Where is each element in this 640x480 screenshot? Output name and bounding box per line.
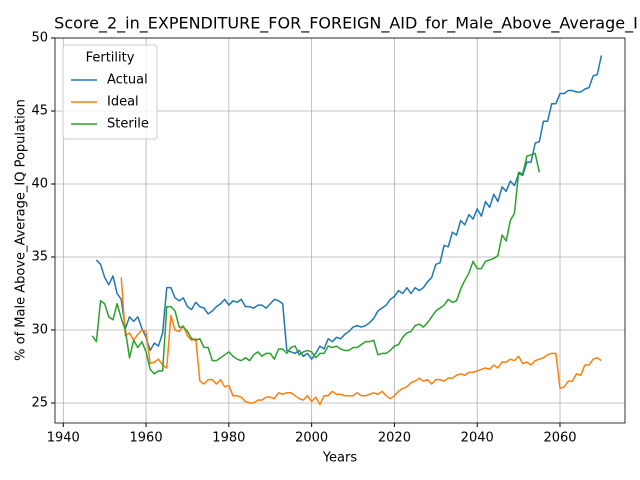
y-tick-label: 30: [31, 322, 48, 337]
x-tick-label: 2040: [461, 431, 494, 446]
legend-label: Actual: [107, 73, 148, 88]
series-line: [91, 152, 541, 375]
x-tick-label: 1960: [130, 431, 163, 446]
x-axis-label: Years: [322, 451, 358, 466]
series-line: [120, 277, 602, 406]
y-tick-label: 45: [31, 103, 48, 118]
x-tick-label: 2060: [543, 431, 576, 446]
plot-frame: [54, 37, 626, 424]
chart-title: Score_2_in_EXPENDITURE_FOR_FOREIGN_AID_f…: [54, 14, 638, 34]
series-line: [95, 55, 603, 360]
y-tick-label: 50: [31, 31, 48, 46]
y-tick-label: 35: [31, 249, 48, 264]
legend-label: Ideal: [107, 95, 139, 110]
y-tick-label: 40: [31, 176, 48, 191]
y-axis-label: % of Male Above_Average_IQ Population: [14, 99, 29, 361]
x-tick-label: 1980: [212, 431, 245, 446]
legend-box: [62, 44, 158, 140]
x-tick-label: 2020: [378, 431, 411, 446]
x-tick-label: 1940: [47, 431, 80, 446]
y-tick-label: 25: [31, 395, 48, 410]
x-tick-label: 2000: [295, 431, 328, 446]
legend-label: Sterile: [107, 117, 149, 132]
legend-title: Fertility: [86, 51, 135, 66]
